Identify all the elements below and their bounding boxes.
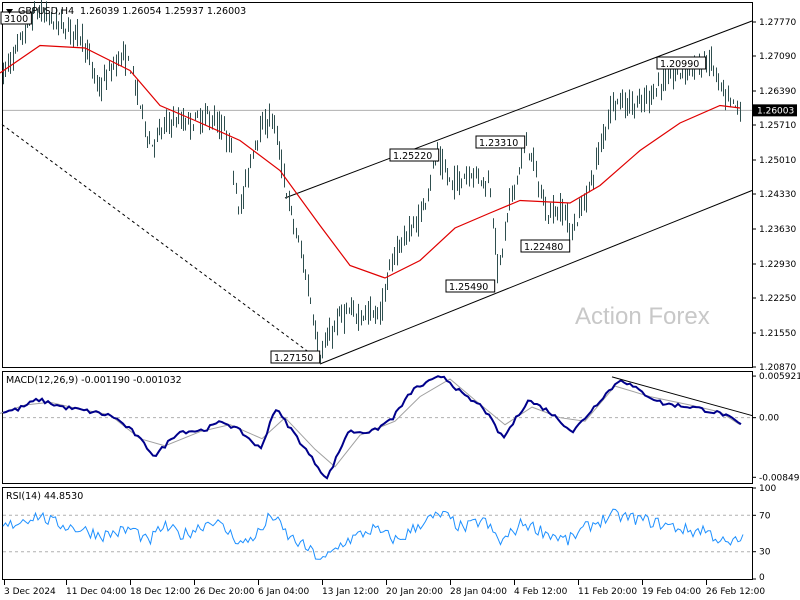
pivot-label-box bbox=[475, 135, 526, 149]
rsi-line bbox=[2, 508, 744, 560]
pivot-label-box bbox=[520, 239, 571, 253]
macd-label: MACD(12,26,9) -0.001190 -0.001032 bbox=[6, 375, 182, 386]
pivot-label-text: 1.25220 bbox=[393, 151, 432, 162]
time-tick-label: 26 Feb 12:00 bbox=[706, 587, 765, 597]
price-tick-label: 1.21550 bbox=[759, 329, 796, 339]
rsi-tick-label: 70 bbox=[759, 511, 771, 521]
time-tick-label: 26 Dec 20:00 bbox=[194, 587, 255, 597]
pivot-label-text: 1.20990 bbox=[660, 59, 699, 70]
macd-layer bbox=[0, 375, 753, 480]
pivot-label-box bbox=[656, 56, 707, 70]
macd-main-line bbox=[2, 375, 742, 480]
candles bbox=[3, 0, 741, 364]
price-panel-frame bbox=[2, 2, 753, 368]
time-tick-label: 11 Dec 04:00 bbox=[66, 587, 127, 597]
rsi-tick-label: 100 bbox=[759, 484, 776, 494]
pivot-label-box bbox=[445, 279, 496, 293]
rsi-layer bbox=[2, 508, 752, 560]
time-tick-label: 28 Jan 04:00 bbox=[450, 587, 507, 597]
price-tick-label: 1.25710 bbox=[759, 121, 796, 131]
price-tick-label: 1.22250 bbox=[759, 294, 796, 304]
channel-upper-line bbox=[284, 20, 753, 199]
time-tick-label: 18 Dec 12:00 bbox=[130, 587, 191, 597]
time-tick-label: 13 Jan 12:00 bbox=[322, 587, 379, 597]
time-tick-label: 20 Jan 20:00 bbox=[386, 587, 443, 597]
time-tick-label: 4 Feb 12:00 bbox=[514, 587, 568, 597]
rsi-panel-frame bbox=[2, 487, 753, 580]
pivot-labels: 3100 1.27150 1.25220 1.25490 1.23310 1.22480 1… bbox=[0, 11, 707, 364]
time-tick-label: 6 Jan 04:00 bbox=[258, 587, 310, 597]
macd-panel-frame bbox=[2, 371, 753, 484]
ohlc-readout: 1.26039 1.26054 1.25937 1.26003 bbox=[80, 6, 246, 17]
macd-tick-label: 0.00 bbox=[759, 414, 779, 424]
watermark: Action Forex bbox=[575, 303, 710, 330]
time-tick-label: 11 Feb 20:00 bbox=[578, 587, 637, 597]
price-tick-label: 1.24330 bbox=[759, 190, 796, 200]
price-tick-label: 1.26390 bbox=[759, 87, 796, 97]
macd-tick-label: -0.00849 bbox=[759, 473, 800, 483]
moving-average-line bbox=[0, 44, 741, 279]
price-tick-label: 1.23630 bbox=[759, 225, 796, 235]
price-tick-label: 1.27090 bbox=[759, 52, 796, 62]
macd-signal-line bbox=[0, 378, 741, 468]
pivot-label-text: 1.22480 bbox=[524, 242, 563, 253]
axis-layer: 1.27770 1.27090 1.26390 1.25710 1.25010 1.243… bbox=[4, 18, 800, 597]
price-tick-label: 1.22930 bbox=[759, 260, 796, 270]
pivot-label-box bbox=[389, 148, 440, 162]
price-tag-text: 1.26003 bbox=[757, 106, 794, 116]
pivot-label-text: 1.25490 bbox=[449, 282, 488, 293]
price-layer: 3100 1.27150 1.25220 1.25490 1.23310 1.22480 1… bbox=[0, 0, 753, 365]
symbol-label: GBPUSD,H4 bbox=[18, 6, 74, 17]
rsi-tick-label: 0 bbox=[759, 573, 765, 583]
dropdown-triangle-icon[interactable] bbox=[6, 9, 13, 14]
pivot-label-box bbox=[0, 11, 32, 25]
price-tick-label: 1.20870 bbox=[759, 363, 796, 373]
macd-tick-label: 0.005921 bbox=[759, 372, 800, 382]
price-tag-box bbox=[753, 104, 797, 117]
macd-trendline bbox=[611, 376, 753, 417]
price-tick-label: 1.27770 bbox=[759, 18, 796, 28]
rsi-label: RSI(14) 44.8530 bbox=[6, 491, 83, 502]
pivot-label-text: 1.23310 bbox=[479, 138, 518, 149]
pivot-label-text: 1.27150 bbox=[274, 353, 313, 364]
dashed-trendline bbox=[1, 124, 321, 361]
pivot-label-box bbox=[270, 350, 321, 364]
rsi-tick-label: 30 bbox=[759, 548, 771, 558]
pivot-label-text: 3100 bbox=[4, 14, 28, 25]
time-tick-label: 3 Dec 2024 bbox=[4, 587, 56, 597]
time-tick-label: 19 Feb 04:00 bbox=[642, 587, 701, 597]
channel-lower-line bbox=[319, 190, 753, 365]
price-tick-label: 1.25010 bbox=[759, 156, 796, 166]
